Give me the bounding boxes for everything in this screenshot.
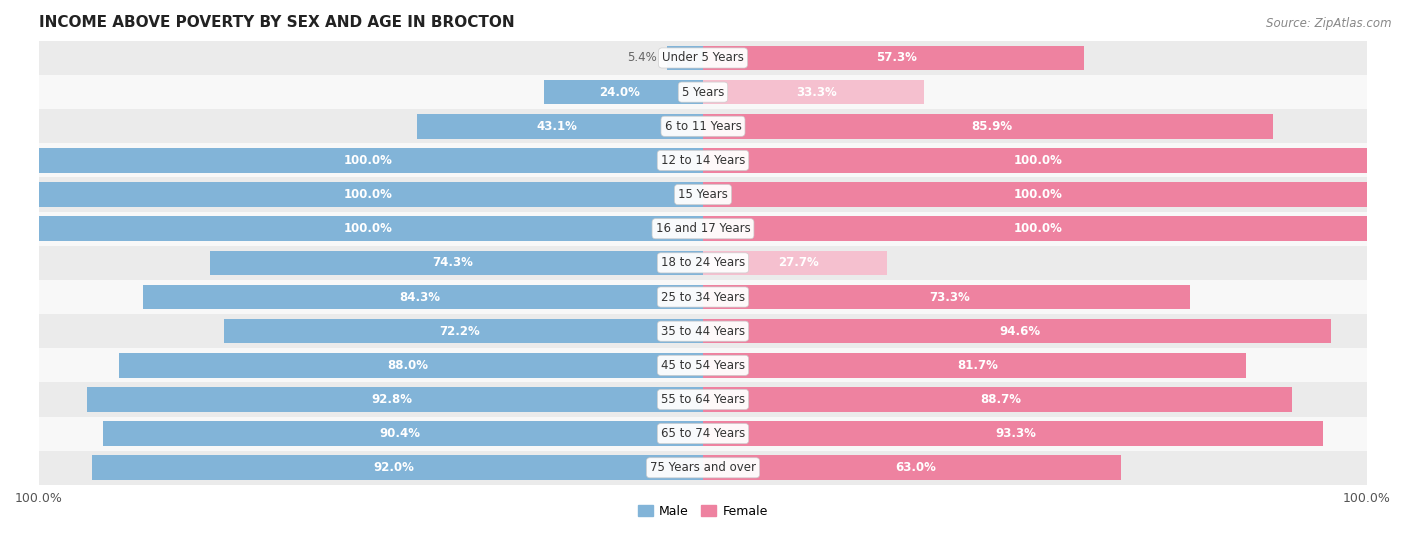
Bar (91, 456, 703, 480)
Bar (703, 353, 1246, 378)
Text: 88.7%: 88.7% (980, 393, 1021, 406)
Text: 6 to 11 Years: 6 to 11 Years (665, 120, 741, 133)
Text: 33.3%: 33.3% (797, 86, 837, 98)
Bar (39, 109, 1367, 143)
Text: 18 to 24 Years: 18 to 24 Years (661, 257, 745, 269)
Bar (39, 348, 1367, 382)
Bar (666, 46, 703, 70)
Bar (39, 148, 703, 173)
Bar (143, 285, 703, 309)
Bar (39, 75, 1367, 109)
Text: 24.0%: 24.0% (599, 86, 640, 98)
Bar (39, 416, 1367, 451)
Text: 90.4%: 90.4% (380, 427, 420, 440)
Bar (703, 387, 1292, 412)
Text: 63.0%: 63.0% (896, 461, 936, 474)
Text: 92.0%: 92.0% (374, 461, 415, 474)
Text: 100.0%: 100.0% (1014, 188, 1063, 201)
Bar (39, 280, 1367, 314)
Text: Under 5 Years: Under 5 Years (662, 51, 744, 64)
Text: 100.0%: 100.0% (343, 154, 392, 167)
Bar (39, 451, 1367, 485)
Text: 16 and 17 Years: 16 and 17 Years (655, 222, 751, 235)
Bar (416, 114, 703, 139)
Text: 74.3%: 74.3% (433, 257, 474, 269)
Bar (703, 250, 887, 275)
Text: 55 to 64 Years: 55 to 64 Years (661, 393, 745, 406)
Text: 43.1%: 43.1% (536, 120, 576, 133)
Text: 35 to 44 Years: 35 to 44 Years (661, 325, 745, 338)
Text: 100.0%: 100.0% (343, 188, 392, 201)
Text: 94.6%: 94.6% (1000, 325, 1040, 338)
Bar (39, 182, 703, 207)
Text: 81.7%: 81.7% (957, 359, 998, 372)
Bar (703, 421, 1323, 446)
Text: 5.4%: 5.4% (627, 51, 657, 64)
Bar (703, 216, 1367, 241)
Text: 100.0%: 100.0% (1014, 222, 1063, 235)
Bar (703, 114, 1274, 139)
Text: 100.0%: 100.0% (1014, 154, 1063, 167)
Bar (39, 314, 1367, 348)
Bar (703, 80, 924, 105)
Text: 84.3%: 84.3% (399, 291, 440, 304)
Text: 100.0%: 100.0% (343, 222, 392, 235)
Bar (703, 285, 1189, 309)
Text: 27.7%: 27.7% (778, 257, 818, 269)
Legend: Male, Female: Male, Female (633, 500, 773, 523)
Text: 5 Years: 5 Years (682, 86, 724, 98)
Bar (703, 319, 1331, 343)
Bar (703, 456, 1122, 480)
Bar (39, 212, 1367, 246)
Text: 88.0%: 88.0% (387, 359, 427, 372)
Bar (39, 143, 1367, 178)
Bar (703, 182, 1367, 207)
Bar (39, 41, 1367, 75)
Bar (39, 246, 1367, 280)
Text: 57.3%: 57.3% (876, 51, 917, 64)
Text: Source: ZipAtlas.com: Source: ZipAtlas.com (1267, 17, 1392, 30)
Bar (39, 216, 703, 241)
Text: 92.8%: 92.8% (371, 393, 412, 406)
Bar (224, 319, 703, 343)
Text: 73.3%: 73.3% (929, 291, 970, 304)
Text: 25 to 34 Years: 25 to 34 Years (661, 291, 745, 304)
Text: 12 to 14 Years: 12 to 14 Years (661, 154, 745, 167)
Bar (209, 250, 703, 275)
Text: 15 Years: 15 Years (678, 188, 728, 201)
Text: 75 Years and over: 75 Years and over (650, 461, 756, 474)
Text: 85.9%: 85.9% (972, 120, 1012, 133)
Bar (39, 178, 1367, 212)
Bar (703, 148, 1367, 173)
Text: INCOME ABOVE POVERTY BY SEX AND AGE IN BROCTON: INCOME ABOVE POVERTY BY SEX AND AGE IN B… (39, 15, 515, 30)
Text: 93.3%: 93.3% (995, 427, 1036, 440)
Text: 65 to 74 Years: 65 to 74 Years (661, 427, 745, 440)
Text: 45 to 54 Years: 45 to 54 Years (661, 359, 745, 372)
Bar (703, 46, 1084, 70)
Bar (103, 421, 703, 446)
Bar (118, 353, 703, 378)
Bar (87, 387, 703, 412)
Bar (544, 80, 703, 105)
Bar (39, 382, 1367, 416)
Text: 72.2%: 72.2% (440, 325, 481, 338)
